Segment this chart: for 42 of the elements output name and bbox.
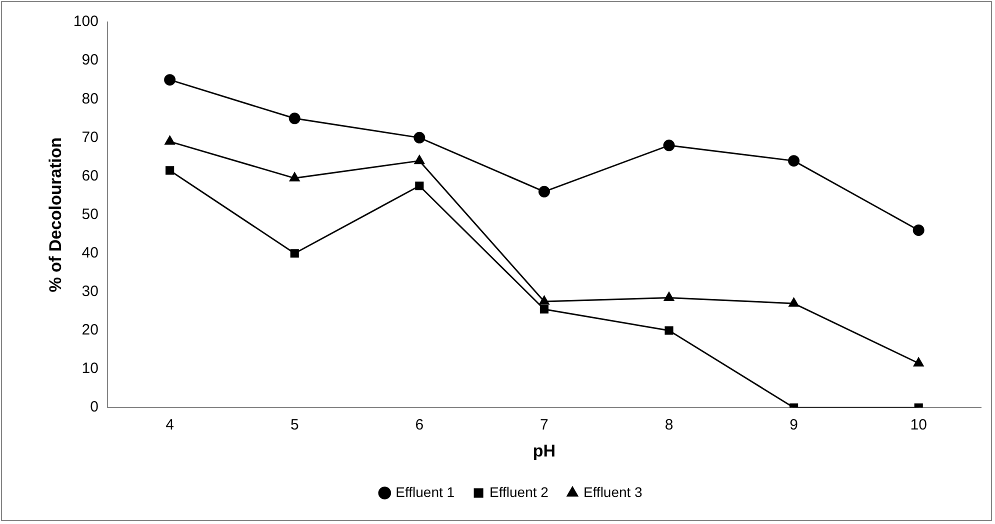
point (414, 132, 426, 144)
point (912, 224, 924, 236)
point (164, 136, 175, 145)
x-tick-label: 9 (790, 416, 798, 434)
x-tick-label: 6 (415, 416, 424, 434)
y-tick-label: 70 (82, 128, 98, 146)
x-tick-label: 7 (540, 416, 548, 434)
point (164, 74, 176, 86)
y-tick-label: 50 (82, 206, 98, 223)
point (414, 155, 424, 164)
point (415, 182, 424, 190)
y-axis-title: % of Decolouration (46, 137, 65, 292)
y-tick-label: 10 (82, 360, 98, 378)
point (290, 249, 299, 258)
point (290, 172, 300, 182)
y-tick-label: 0 (90, 398, 98, 416)
point (166, 166, 174, 175)
point (539, 296, 550, 305)
x-tick-label: 4 (166, 416, 174, 434)
point (664, 326, 674, 335)
y-tick-label: 20 (82, 322, 98, 339)
point (663, 140, 675, 152)
y-tick-label: 40 (82, 244, 98, 262)
point (664, 292, 674, 301)
y-tick-label: 90 (82, 52, 98, 69)
y-tick-label: 80 (82, 90, 98, 108)
legend-label: Effluent 3 (583, 484, 643, 500)
x-tick-label: 10 (910, 416, 927, 434)
point (788, 298, 799, 307)
x-axis-title: pH (532, 441, 556, 460)
y-tick-label: 60 (82, 167, 98, 184)
x-tick-label: 5 (290, 416, 299, 434)
y-tick-label: 100 (73, 13, 98, 30)
legend-label: Effluent 2 (490, 484, 549, 500)
point (288, 112, 300, 124)
point (540, 304, 548, 314)
point (914, 358, 924, 367)
x-tick-label: 8 (664, 416, 674, 434)
point (788, 155, 800, 167)
point (538, 186, 550, 198)
legend-label: Effluent 1 (396, 484, 455, 500)
y-tick-label: 30 (82, 283, 98, 300)
